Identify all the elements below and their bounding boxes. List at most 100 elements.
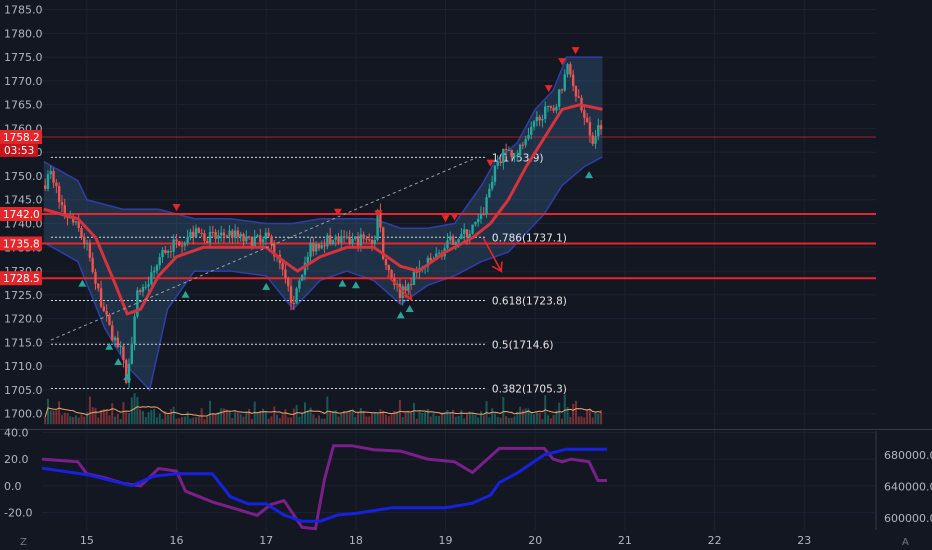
volume-bar	[181, 417, 184, 425]
arrow-drawing	[386, 275, 413, 302]
candle-body	[340, 236, 343, 243]
candle-body	[379, 210, 382, 228]
buy-marker	[338, 279, 347, 287]
volume-bar	[130, 397, 133, 425]
volume-bar	[387, 416, 390, 425]
volume-bar	[301, 412, 304, 425]
volume-bar	[139, 409, 142, 425]
sell-marker	[571, 47, 580, 55]
y-tick-label: 1770.0	[4, 75, 43, 88]
volume-bar	[443, 412, 446, 425]
candle-body	[97, 283, 100, 289]
volume-bar	[278, 418, 281, 425]
candle-body	[490, 181, 494, 189]
candle-body	[435, 253, 438, 260]
candle-body	[270, 236, 273, 245]
candles	[43, 61, 603, 389]
candle-body	[147, 284, 150, 287]
candle-body	[111, 325, 114, 341]
volume-bar	[52, 410, 55, 425]
volume-bar	[161, 418, 164, 425]
candle-body	[183, 242, 187, 246]
volume-bar	[63, 412, 66, 425]
candle-body	[169, 251, 173, 253]
volume-bar	[580, 416, 583, 425]
volume-bar	[421, 412, 424, 425]
osc-left-tick: 0.0	[4, 480, 22, 493]
candle-body	[273, 244, 276, 257]
candle-body	[172, 239, 175, 252]
volume-bar	[86, 412, 89, 425]
candle-body	[429, 257, 432, 261]
candle-body	[538, 116, 541, 121]
candle-body	[239, 233, 242, 237]
volume-bar	[147, 412, 150, 425]
candle-body	[49, 171, 52, 175]
volume-bar	[217, 412, 220, 425]
volume-bar	[457, 415, 460, 425]
volume-bar	[284, 409, 287, 425]
candle-body	[150, 272, 153, 285]
candle-body	[532, 121, 536, 127]
volume-bar	[127, 413, 130, 425]
candle-body	[77, 221, 80, 229]
candle-body	[345, 236, 349, 238]
volume-bar	[343, 410, 346, 425]
sell-marker	[374, 210, 383, 218]
osc-right-tick: 600000.0	[884, 512, 932, 525]
x-tick-label: 23	[797, 534, 811, 547]
volume-bar	[507, 417, 510, 425]
candle-body	[219, 232, 223, 236]
candle-body	[287, 278, 290, 287]
volume-bar	[214, 413, 217, 425]
candle-body	[312, 242, 315, 252]
candle-body	[71, 217, 75, 223]
volume-bar	[496, 416, 499, 425]
candle-body	[208, 231, 212, 243]
volume-bar	[510, 417, 513, 425]
volume-bar	[429, 416, 432, 425]
volume-bar	[164, 411, 167, 425]
volume-bar	[348, 409, 351, 425]
volume-bar	[577, 416, 580, 425]
candle-body	[295, 288, 298, 304]
volume-bar	[242, 416, 245, 425]
volume-bar	[172, 406, 175, 425]
candle-body	[55, 182, 58, 187]
price-tags[interactable]: 1742.0 1735.8 1728.5 1758.203:53	[0, 129, 42, 286]
volume-bar	[122, 402, 125, 425]
volume-bar	[317, 415, 320, 425]
candle-body	[83, 237, 86, 244]
candle-body	[463, 229, 466, 234]
volume-bar	[102, 409, 105, 425]
candle-body	[214, 231, 217, 239]
volume-bar	[572, 403, 575, 425]
candle-body	[468, 233, 471, 238]
x-tick-label: 18	[349, 534, 363, 547]
candle-body	[454, 242, 458, 245]
candle-body	[186, 237, 189, 243]
volume-bar	[44, 416, 47, 425]
volume-bar	[340, 413, 343, 425]
volume-bar	[591, 417, 594, 425]
volume-bar	[153, 408, 156, 425]
volume-bar	[521, 409, 524, 425]
candle-body	[166, 251, 170, 253]
osc-right-tick: 640000.0	[884, 480, 932, 493]
candle-body	[574, 86, 578, 97]
volume-bar	[228, 410, 231, 425]
volume-bar	[538, 413, 541, 425]
volume-bar	[384, 414, 387, 425]
volume-bar	[225, 409, 228, 425]
volume-bar	[323, 418, 326, 425]
volume-bar	[94, 407, 97, 425]
volume-bar	[463, 418, 466, 425]
volume-bar	[309, 407, 312, 425]
candle-body	[161, 250, 164, 258]
candle-body	[326, 235, 329, 247]
volume-bar	[192, 417, 195, 425]
candle-body	[63, 205, 66, 217]
candle-body	[599, 125, 603, 130]
volume-bar	[69, 416, 72, 425]
volume-bar	[270, 416, 273, 425]
